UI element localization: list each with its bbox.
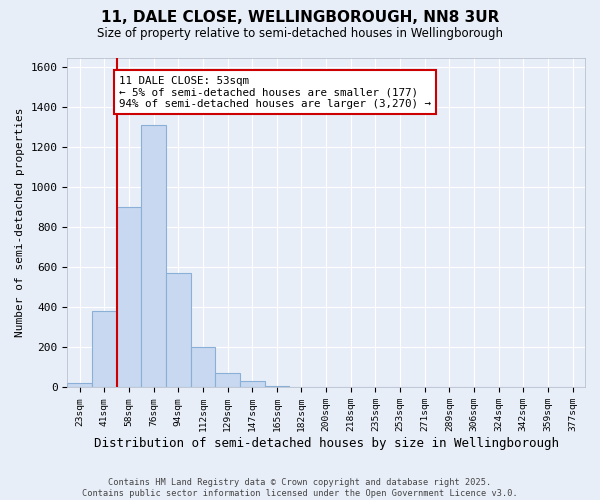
Bar [67,383,92,387]
Text: Contains HM Land Registry data © Crown copyright and database right 2025.
Contai: Contains HM Land Registry data © Crown c… [82,478,518,498]
Bar [92,312,116,387]
Bar [215,373,240,387]
Bar [240,381,265,387]
Y-axis label: Number of semi-detached properties: Number of semi-detached properties [15,108,25,337]
Text: 11 DALE CLOSE: 53sqm
← 5% of semi-detached houses are smaller (177)
94% of semi-: 11 DALE CLOSE: 53sqm ← 5% of semi-detach… [119,76,431,109]
Bar [265,386,289,387]
Text: Size of property relative to semi-detached houses in Wellingborough: Size of property relative to semi-detach… [97,28,503,40]
Text: 11, DALE CLOSE, WELLINGBOROUGH, NN8 3UR: 11, DALE CLOSE, WELLINGBOROUGH, NN8 3UR [101,10,499,25]
X-axis label: Distribution of semi-detached houses by size in Wellingborough: Distribution of semi-detached houses by … [94,437,559,450]
Bar [116,208,141,387]
Bar [166,274,191,387]
Bar [191,348,215,387]
Bar [141,126,166,387]
